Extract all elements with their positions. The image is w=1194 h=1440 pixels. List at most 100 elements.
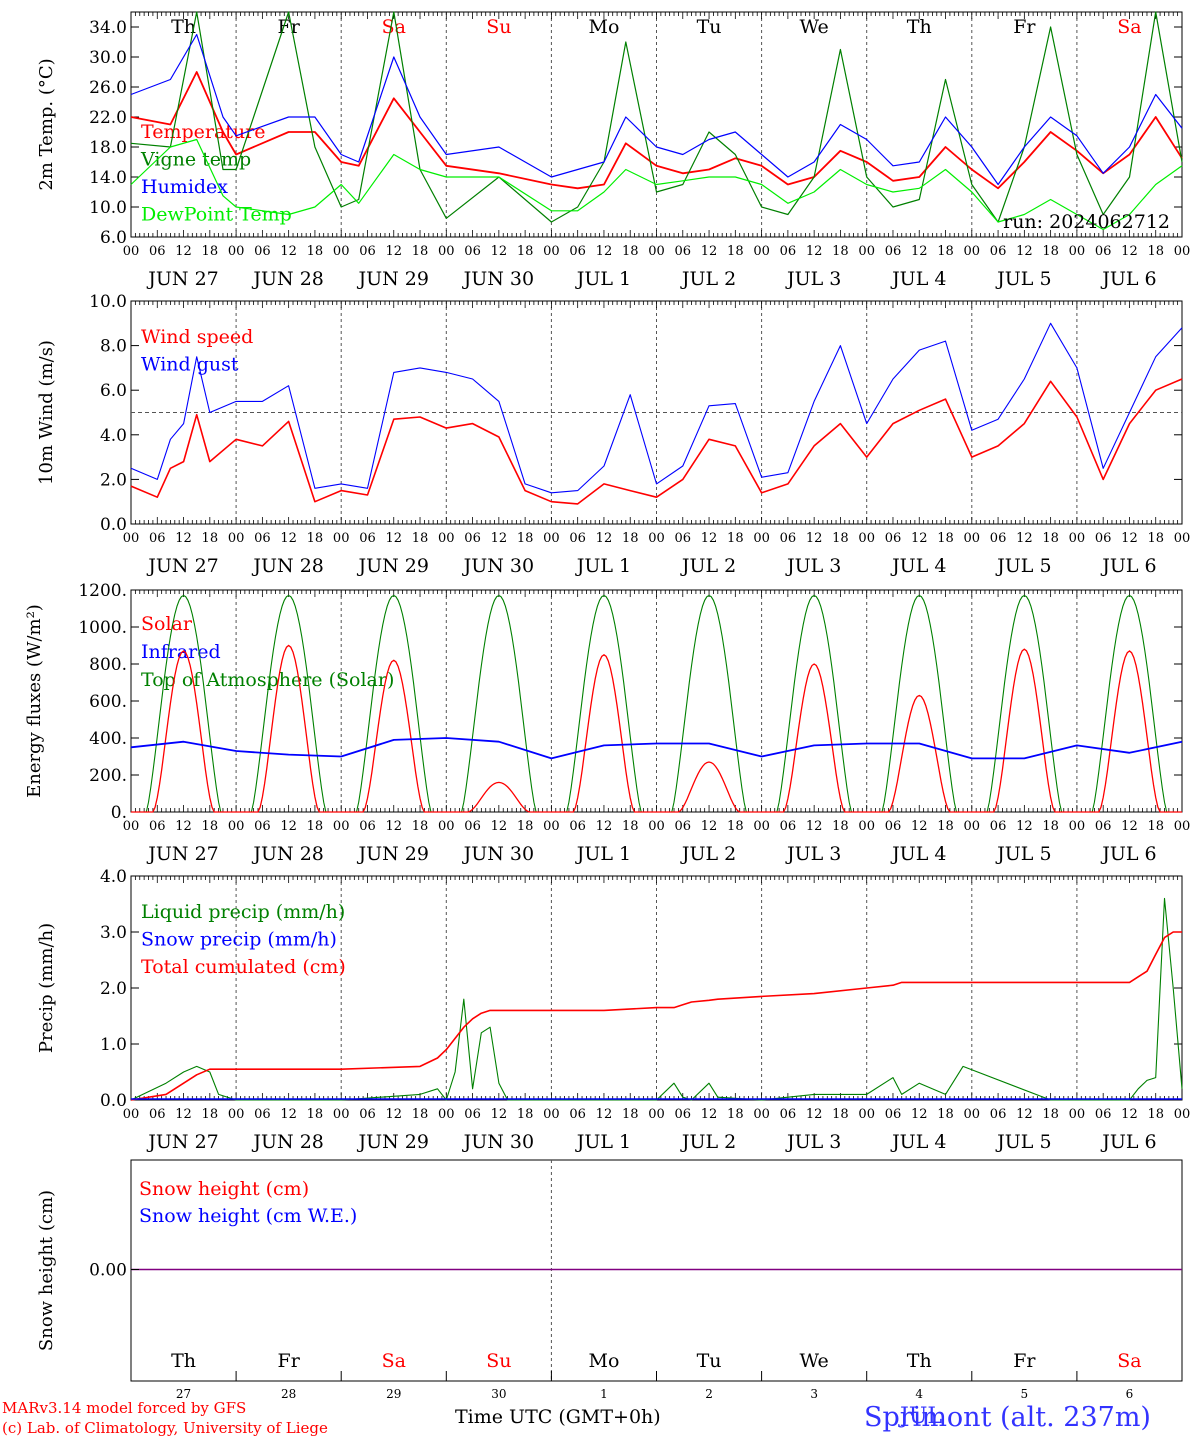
snow-y-axis-label: Snow height (cm) (36, 1190, 57, 1351)
x-hour-label: 18 (1042, 1107, 1059, 1122)
x-hour-label: 12 (385, 531, 402, 546)
x-hour-label: 12 (806, 819, 823, 834)
x-hour-label: 00 (858, 244, 875, 259)
x-hour-label: 00 (648, 531, 665, 546)
x-hour-label: 18 (517, 244, 534, 259)
x-hour-label: 00 (333, 531, 350, 546)
x-hour-label: 06 (885, 819, 902, 834)
x-date-label: JUN 30 (462, 1131, 534, 1153)
x-date-label: JUL 5 (995, 555, 1051, 577)
day-number-label: 28 (281, 1387, 296, 1401)
temp-series-dewpoint-temp (130, 138, 1183, 231)
x-hour-label: 00 (228, 244, 245, 259)
x-hour-label: 00 (1174, 819, 1191, 834)
precip-series-total-cumulated (130, 931, 1182, 1101)
temp-series-vigne-temp (130, 11, 1183, 223)
y-tick-label: 6.0 (100, 381, 127, 401)
x-hour-label: 18 (202, 531, 219, 546)
x-hour-label: 18 (412, 531, 429, 546)
x-hour-label: 00 (123, 819, 140, 834)
x-hour-label: 00 (438, 244, 455, 259)
x-hour-label: 00 (1069, 819, 1086, 834)
x-date-label: JUN 29 (357, 555, 429, 577)
y-tick-label: 200. (89, 766, 127, 786)
x-hour-label: 06 (885, 1107, 902, 1122)
x-hour-label: 00 (333, 244, 350, 259)
x-hour-label: 06 (254, 1107, 271, 1122)
x-hour-label: 18 (1042, 244, 1059, 259)
x-hour-label: 18 (727, 531, 744, 546)
y-tick-label: 1.0 (100, 1035, 127, 1055)
precip-series-liquid-precip (130, 897, 1183, 1101)
x-hour-label: 12 (491, 819, 508, 834)
x-date-label: JUN 27 (146, 555, 218, 577)
y-tick-label: 14.0 (89, 168, 127, 188)
x-hour-label: 00 (753, 819, 770, 834)
precip-panel: 0.0 1.0 2.0 3.0 4.0 Precip (mm/h) 00 06 12 18 JUN … (36, 867, 1190, 1153)
x-hour-label: 12 (911, 531, 928, 546)
x-hour-label: 06 (885, 244, 902, 259)
x-hour-label: 00 (648, 1107, 665, 1122)
x-hour-label: 00 (438, 819, 455, 834)
y-tick-label: 6.0 (100, 228, 127, 248)
x-date-label: JUL 6 (1100, 555, 1156, 577)
weekday-label: Fr (278, 1350, 301, 1372)
x-date-label: JUN 30 (462, 555, 534, 577)
x-hour-label: 18 (412, 819, 429, 834)
snow-legend-item: Snow height (cm) (139, 1178, 309, 1200)
x-hour-label: 00 (858, 819, 875, 834)
x-hour-label: 12 (280, 1107, 297, 1122)
x-hour-label: 00 (1069, 244, 1086, 259)
x-date-label: JUN 29 (357, 268, 429, 290)
weekday-label: Su (486, 16, 511, 38)
temp-series-temperature (130, 71, 1183, 190)
x-hour-label: 12 (491, 1107, 508, 1122)
x-hour-label: 18 (517, 1107, 534, 1122)
x-hour-label: 12 (701, 1107, 718, 1122)
x-hour-label: 12 (701, 244, 718, 259)
x-hour-label: 12 (1121, 244, 1138, 259)
precip-y-axis-label: Precip (mm/h) (36, 923, 57, 1053)
precip-legend-item: Snow precip (mm/h) (141, 929, 337, 951)
x-hour-label: 00 (228, 819, 245, 834)
x-hour-label: 06 (464, 1107, 481, 1122)
day-number-label: 29 (386, 1387, 401, 1401)
y-tick-label: 3.0 (100, 923, 127, 943)
temp-panel: 6.0 10.0 14.0 18.0 22.0 26.0 30.0 34.0 2m Temp. … (36, 11, 1190, 290)
x-hour-label: 00 (333, 1107, 350, 1122)
temp-legend-item: DewPoint Temp (141, 204, 292, 226)
x-hour-label: 18 (202, 1107, 219, 1122)
x-hour-label: 18 (622, 244, 639, 259)
model-credit: MARv3.14 model forced by GFS (2, 1399, 247, 1417)
x-hour-label: 06 (675, 244, 692, 259)
x-hour-label: 18 (307, 531, 324, 546)
x-hour-label: 06 (675, 531, 692, 546)
x-hour-label: 06 (780, 244, 797, 259)
x-hour-label: 06 (359, 244, 376, 259)
energy-legend-item: Solar (141, 613, 193, 635)
x-hour-label: 00 (123, 1107, 140, 1122)
x-date-label: JUL 2 (680, 555, 736, 577)
y-tick-label: 2.0 (100, 979, 127, 999)
y-tick-label: 0.0 (100, 515, 127, 535)
x-hour-label: 18 (832, 531, 849, 546)
y-tick-label: 10.0 (89, 198, 127, 218)
x-hour-label: 06 (780, 1107, 797, 1122)
x-hour-label: 00 (228, 1107, 245, 1122)
x-hour-label: 18 (622, 819, 639, 834)
weekday-label: We (800, 1350, 829, 1372)
day-number-label: 3 (810, 1387, 818, 1401)
x-hour-label: 12 (280, 819, 297, 834)
x-hour-label: 18 (832, 244, 849, 259)
x-date-label: JUN 27 (146, 268, 218, 290)
x-hour-label: 12 (175, 244, 192, 259)
x-hour-label: 18 (517, 819, 534, 834)
x-hour-label: 12 (1121, 531, 1138, 546)
x-hour-label: 00 (1174, 1107, 1191, 1122)
x-hour-label: 06 (780, 531, 797, 546)
x-hour-label: 12 (1016, 1107, 1033, 1122)
x-hour-label: 12 (175, 819, 192, 834)
x-hour-label: 18 (202, 819, 219, 834)
weekday-label: Mo (588, 1350, 619, 1372)
weekday-label: Tu (697, 1350, 722, 1372)
